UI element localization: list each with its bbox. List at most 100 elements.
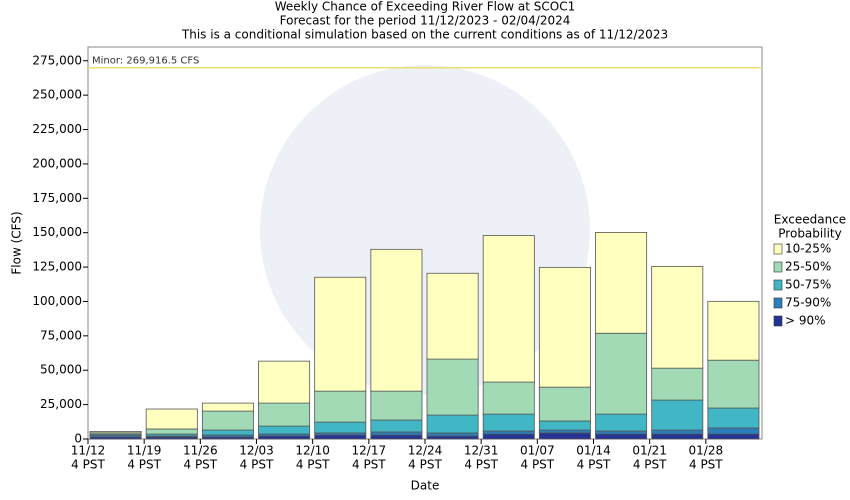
bar-segment [370, 431, 423, 436]
bar-segment [201, 402, 254, 412]
bar-segment [145, 408, 198, 430]
bar-segment [370, 434, 423, 440]
x-tick-sublabel: 4 PST [633, 458, 667, 472]
x-tick-sublabel: 4 PST [352, 458, 386, 472]
x-tick-sublabel: 4 PST [464, 458, 498, 472]
bar-segment [370, 390, 423, 421]
threshold-label: Minor: 269,916.5 CFS [92, 56, 199, 67]
x-tick-label: 01/14 [576, 444, 611, 458]
bar-segment [538, 386, 591, 422]
bar-segment [595, 430, 648, 435]
bar-segment [651, 429, 704, 435]
bar-segment [258, 425, 311, 435]
bar-segment [482, 235, 535, 383]
bar-segment [314, 276, 367, 392]
y-tick-label: 75,000 [40, 328, 82, 342]
bar-segment [651, 265, 704, 369]
chart-note: This is a conditional simulation based o… [181, 28, 668, 42]
x-tick-label: 11/12 [71, 444, 106, 458]
bar-segment [201, 410, 254, 431]
x-tick-sublabel: 4 PST [689, 458, 723, 472]
bar-segment [707, 433, 760, 440]
legend-swatch [773, 261, 783, 273]
bar-segment [538, 266, 591, 388]
bar-segment [482, 433, 535, 440]
x-tick-sublabel: 4 PST [577, 458, 611, 472]
bar-segment [89, 431, 142, 434]
bar-segment [651, 367, 704, 401]
bar-segment [426, 414, 479, 434]
legend-label: 10-25% [785, 242, 831, 256]
y-tick-label: 225,000 [32, 122, 82, 136]
y-tick-label: 150,000 [32, 225, 82, 239]
bar-segment [370, 248, 423, 392]
legend-label: > 90% [785, 314, 826, 328]
y-tick-label: 125,000 [32, 260, 82, 274]
x-tick-label: 12/10 [295, 444, 330, 458]
bar-segment [482, 413, 535, 432]
x-tick-sublabel: 4 PST [71, 458, 105, 472]
legend-label: 25-50% [785, 260, 831, 274]
bar-segment [426, 432, 479, 437]
bar-segment [707, 300, 760, 361]
bar-segment [595, 433, 648, 440]
bar-segment [426, 435, 479, 440]
bar-segment [538, 429, 591, 434]
x-tick-label: 11/26 [183, 444, 218, 458]
x-tick-label: 12/17 [352, 444, 387, 458]
bar-segment [370, 419, 423, 433]
legend-swatch [773, 279, 783, 291]
bar-segment [426, 358, 479, 416]
bar-segment [651, 399, 704, 431]
legend-label: 50-75% [785, 278, 831, 292]
bar-segment [426, 272, 479, 360]
legend-swatch [773, 243, 783, 255]
y-tick-label: 25,000 [40, 397, 82, 411]
legend-swatch [773, 297, 783, 309]
x-tick-label: 12/24 [408, 444, 443, 458]
chart-title: Weekly Chance of Exceeding River Flow at… [275, 0, 576, 14]
x-tick-label: 01/21 [632, 444, 667, 458]
bar-segment [707, 407, 760, 429]
bar-segment [145, 428, 198, 435]
bar-segment [482, 381, 535, 415]
bar-segment [538, 432, 591, 440]
y-tick-label: 50,000 [40, 363, 82, 377]
x-tick-sublabel: 4 PST [521, 458, 555, 472]
chart-subtitle: Forecast for the period 11/12/2023 - 02/… [280, 14, 571, 28]
y-tick-label: 0 [74, 432, 82, 446]
bar-segment [538, 420, 591, 431]
bar-segment [482, 430, 535, 435]
x-tick-sublabel: 4 PST [240, 458, 274, 472]
bar-segment [595, 232, 648, 334]
x-tick-sublabel: 4 PST [408, 458, 442, 472]
bar-segment [595, 332, 648, 415]
bar-segment [707, 427, 760, 435]
bar-segment [595, 413, 648, 432]
bar-segment [314, 421, 367, 434]
x-tick-sublabel: 4 PST [127, 458, 161, 472]
bar-segment [707, 359, 760, 409]
x-tick-label: 01/28 [689, 444, 724, 458]
y-tick-label: 200,000 [32, 156, 82, 170]
x-tick-label: 12/31 [464, 444, 499, 458]
x-tick-label: 11/19 [127, 444, 162, 458]
x-tick-label: 12/03 [239, 444, 274, 458]
legend-title: Exceedance [774, 213, 846, 227]
x-tick-sublabel: 4 PST [296, 458, 330, 472]
bar-segment [258, 360, 311, 404]
y-tick-label: 250,000 [32, 88, 82, 102]
bar-segment [314, 390, 367, 423]
bar-segment [201, 429, 254, 436]
y-tick-label: 100,000 [32, 294, 82, 308]
legend-label: 75-90% [785, 296, 831, 310]
y-tick-label: 275,000 [32, 53, 82, 67]
bar-segment [651, 433, 704, 440]
x-tick-label: 01/07 [520, 444, 555, 458]
x-axis-label: Date [411, 479, 440, 493]
bar-segment [314, 434, 367, 440]
legend-swatch [773, 315, 783, 327]
y-axis-label: Flow (CFS) [10, 211, 24, 274]
x-tick-sublabel: 4 PST [184, 458, 218, 472]
